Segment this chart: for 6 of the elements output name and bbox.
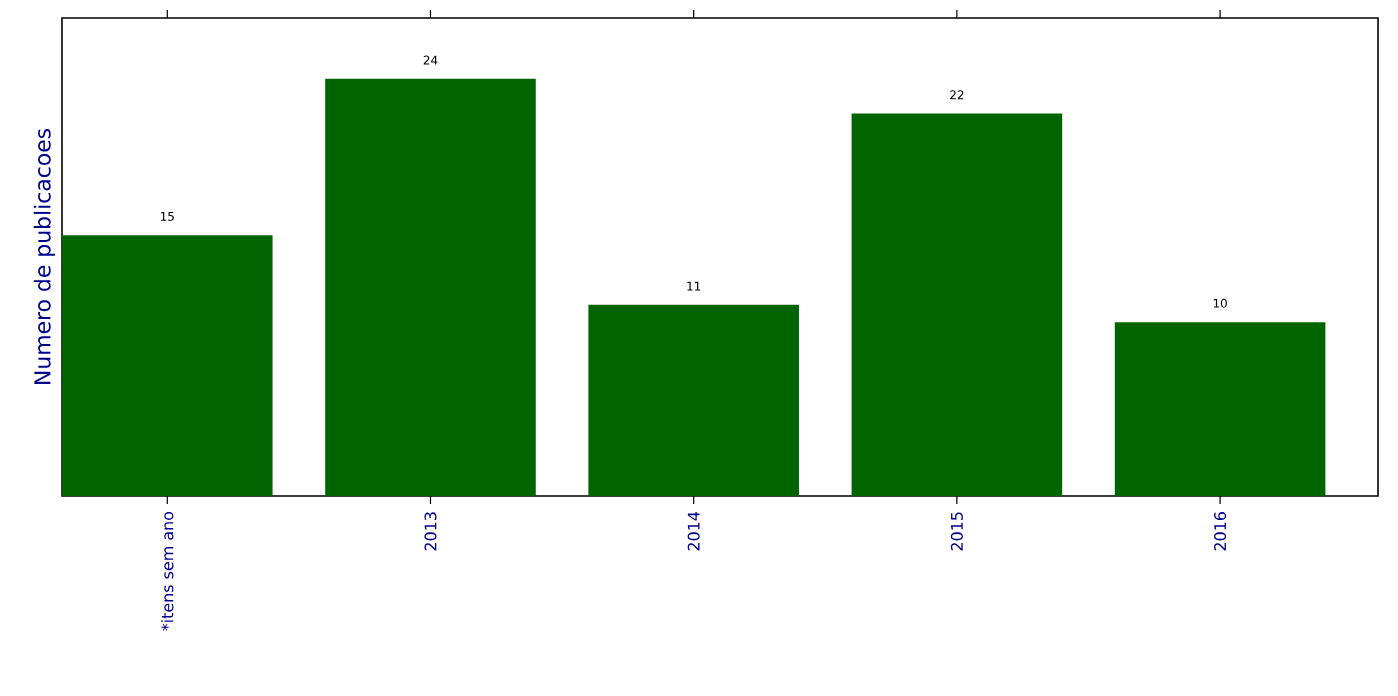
bar bbox=[325, 78, 536, 496]
bar bbox=[62, 235, 273, 496]
bar bbox=[588, 304, 799, 496]
y-axis-title: Numero de publicacoes bbox=[33, 128, 55, 384]
bar bbox=[851, 113, 1063, 496]
bar bbox=[1114, 322, 1326, 496]
